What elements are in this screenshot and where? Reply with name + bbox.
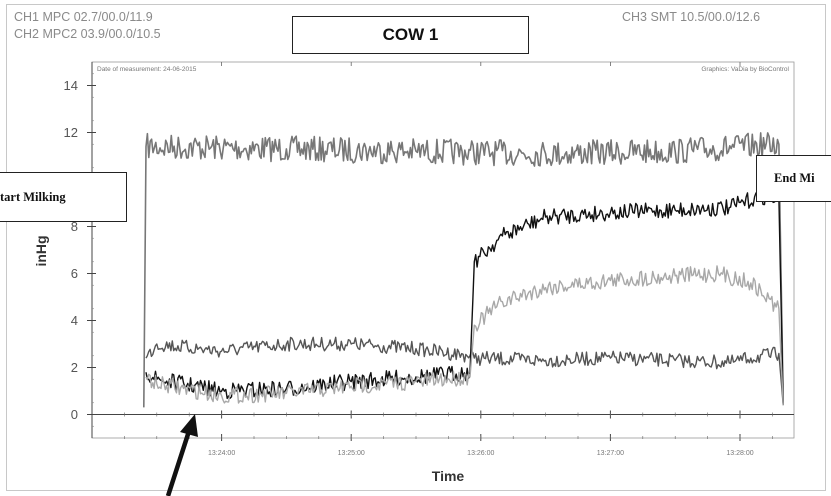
start-milking-label: tart Milking <box>0 189 66 204</box>
y-tick-label: 14 <box>64 78 78 93</box>
y-tick-label: 2 <box>71 360 78 375</box>
date-note: Date of measurement: 24-06-2015 <box>97 66 197 73</box>
series-2-line <box>145 336 784 406</box>
y-tick-label: 4 <box>71 313 78 328</box>
y-tick-label: 12 <box>64 125 78 140</box>
x-tick-label: 13:27:00 <box>597 450 624 457</box>
y-axis-title: inHg <box>33 235 49 266</box>
y-tick-label: 6 <box>71 266 78 281</box>
chart-title: COW 1 <box>292 16 529 54</box>
arrow-shaft <box>165 427 193 496</box>
series-4-line <box>145 265 784 406</box>
series-3-line <box>145 188 784 406</box>
end-milking-callout: End Mi <box>756 155 831 202</box>
pointer-arrow <box>165 414 198 496</box>
ch1-readout: CH1 MPC 02.7/00.0/11.9 <box>14 10 153 24</box>
x-tick-label: 13:26:00 <box>467 450 494 457</box>
x-tick-label: 13:25:00 <box>338 450 365 457</box>
start-milking-callout: tart Milking <box>0 172 127 222</box>
series-1-line <box>143 132 784 408</box>
ch3-readout: CH3 SMT 10.5/00.0/12.6 <box>622 10 761 24</box>
series-layer <box>143 132 784 408</box>
arrow-head <box>180 414 198 437</box>
y-tick-label: 0 <box>71 407 78 422</box>
graphics-note: Graphics: VaDia by BioControl <box>701 66 789 73</box>
end-milking-label: End Mi <box>774 171 815 185</box>
x-axis-title: Time <box>432 468 465 484</box>
x-tick-label: 13:28:00 <box>726 450 753 457</box>
chart-frame <box>6 4 826 491</box>
x-tick-label: 13:24:00 <box>208 450 235 457</box>
y-tick-label: 8 <box>71 219 78 234</box>
ch2-readout: CH2 MPC2 03.9/00.0/10.5 <box>14 27 161 41</box>
